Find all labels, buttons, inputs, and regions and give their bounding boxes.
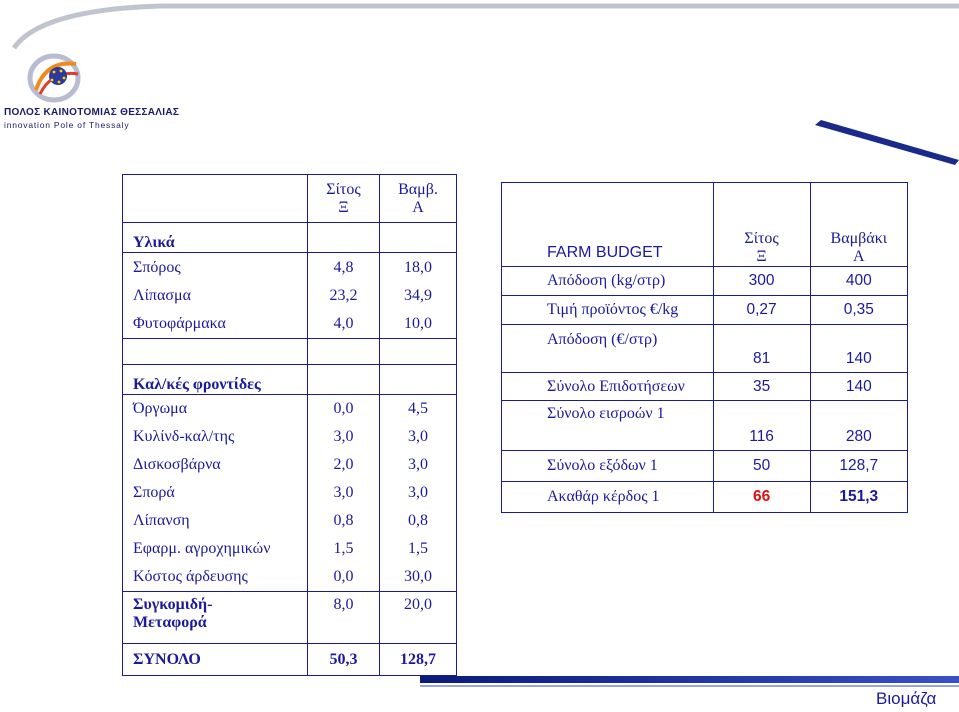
farm-budget-table: FARM BUDGET Σίτος Ξ Βαμβάκι Α Απόδοση (k… xyxy=(501,182,909,513)
header-wheat: Σίτος Ξ xyxy=(306,174,380,223)
header-cotton: Βαμβ. Α xyxy=(378,174,458,223)
pole-logo-icon xyxy=(27,53,81,103)
table-row: Σύνολο εξόδων 1 50 128,7 xyxy=(501,450,909,482)
footer-title: Βιομάζα xyxy=(876,689,937,708)
table-row: Σπόρος Λίπασμα Φυτοφάρμακα 4,8 23,2 4,0 … xyxy=(122,252,458,339)
table-row: Απόδοση (kg/στρ) 300 400 xyxy=(501,266,909,296)
decorative-stroke xyxy=(815,120,959,165)
logo-name: ΠΟΛΟΣ ΚΑΙΝΟΤΟΜΙΑΣ ΘΕΣΣΑΛΙΑΣ xyxy=(4,107,180,118)
section-title: Υλικά xyxy=(122,222,308,253)
header-cotton: Βαμβάκι Α xyxy=(809,182,909,267)
table-row: Τιμή προϊόντος €/kg 0,27 0,35 xyxy=(501,295,909,325)
footer-line xyxy=(420,685,959,687)
table-row: Όργωμα Κυλίνδ-καλ/της Δισκοσβάρνα Σπορά … xyxy=(122,394,458,592)
header-wheat: Σίτος Ξ xyxy=(712,182,811,267)
logo-subtitle: innovation Pole of Thessaly xyxy=(4,120,130,130)
section-title: Καλ/κές φροντίδες xyxy=(122,364,308,395)
footer-bar xyxy=(420,676,959,683)
budget-title: FARM BUDGET xyxy=(501,182,714,267)
decorative-arc xyxy=(11,3,959,50)
table-row: Απόδοση (€/στρ) 81 140 xyxy=(501,324,909,373)
table-row: Σύνολο Επιδοτήσεων 35 140 xyxy=(501,372,909,401)
profit-row: Ακαθάρ κέρδος 1 66 151,3 xyxy=(501,481,909,513)
table-row: Σύνολο εισροών 1 116 280 xyxy=(501,400,909,451)
cost-table: Σίτος Ξ Βαμβ. Α Υλικά Σπόρος Λίπασμα Φυτ… xyxy=(122,174,458,676)
total-row: ΣΥΝΟΛΟ 50,3 128,7 xyxy=(122,643,458,676)
table-row: Συγκομιδή- Μεταφορά 8,0 20,0 xyxy=(122,591,458,644)
